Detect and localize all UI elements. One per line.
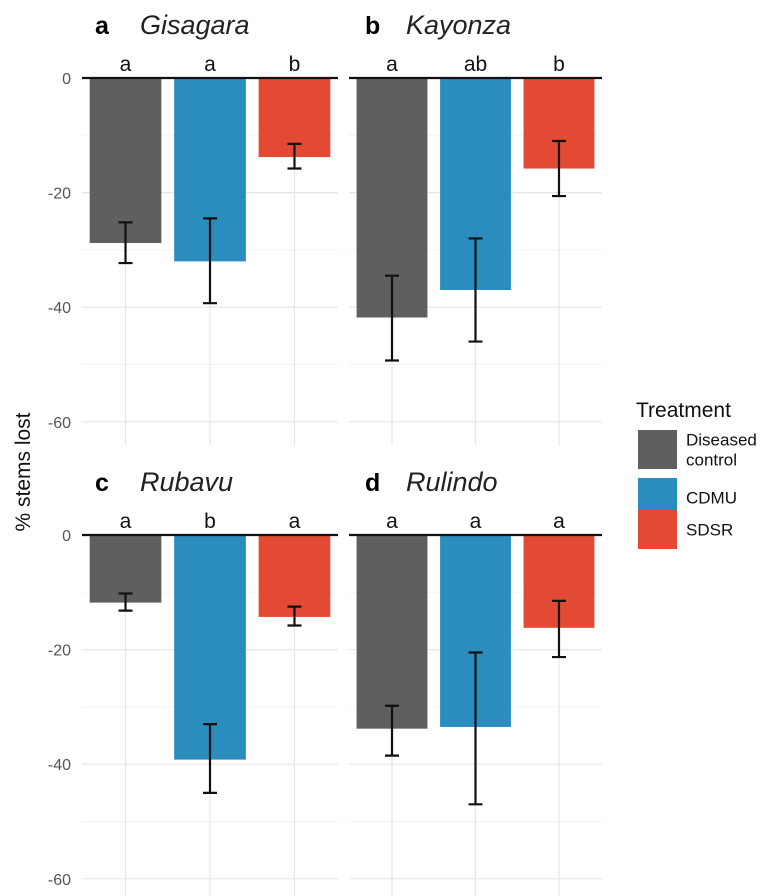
bar-a-1 — [89, 78, 162, 244]
panel-b: a ab b b Kayonza — [349, 10, 602, 445]
y-axis-label: % stems lost — [12, 412, 35, 531]
legend-swatch-3 — [638, 510, 677, 549]
panel-letter: c — [95, 469, 109, 497]
y-tick-label: 0 — [62, 71, 71, 88]
significance-label: a — [386, 53, 398, 76]
panel-letter: d — [365, 469, 380, 497]
significance-label: a — [204, 53, 216, 76]
significance-label: ab — [464, 53, 487, 76]
y-tick-label: -40 — [48, 757, 71, 774]
y-tick-label: -40 — [48, 300, 71, 317]
panel-title: Gisagara — [140, 10, 250, 40]
legend-label: control — [686, 451, 737, 470]
panel-title: Rubavu — [140, 467, 233, 497]
error-bar-a-2 — [203, 217, 217, 305]
y-tick-label: -20 — [48, 643, 71, 660]
y-tick-label: 0 — [62, 528, 71, 545]
legend-label: SDSR — [686, 521, 733, 540]
panel-c: a b a 0 -20 -40 -60 c Rubavu — [48, 467, 338, 896]
legend-swatch-1 — [638, 430, 677, 469]
bar-d-1 — [356, 535, 428, 729]
panel-letter: b — [365, 12, 380, 40]
error-bar-d-3 — [551, 599, 566, 659]
error-bar-b-2 — [468, 237, 483, 343]
y-tick-label: -60 — [48, 872, 71, 889]
error-bar-d-1 — [385, 704, 400, 757]
significance-label: a — [120, 53, 132, 76]
significance-label: a — [553, 510, 565, 533]
significance-label: a — [120, 510, 132, 533]
y-tick-label: -20 — [48, 186, 71, 203]
legend-label: CDMU — [686, 489, 737, 508]
panel-letter: a — [95, 12, 110, 40]
bar-c-3 — [258, 535, 331, 617]
significance-label: a — [386, 510, 398, 533]
legend-label: Diseased — [686, 431, 757, 450]
panel-title: Rulindo — [406, 467, 498, 497]
panel-a: a a b0-20-40-60a Gisagara — [48, 10, 338, 445]
error-bar-b-1 — [385, 274, 400, 362]
error-bar-c-1 — [118, 592, 133, 612]
bar-c-1 — [89, 535, 162, 603]
error-bar-c-3 — [287, 605, 302, 627]
error-bar-a-1 — [118, 221, 133, 265]
significance-label: b — [204, 510, 216, 533]
legend-title: Treatment — [636, 399, 731, 422]
bar-c-2 — [174, 535, 246, 760]
error-bar-d-2 — [468, 651, 483, 806]
panel-d: a a ad Rulindo — [349, 467, 602, 896]
y-tick-label: -60 — [48, 415, 71, 432]
error-bar-b-3 — [551, 139, 566, 198]
error-bar-a-3 — [287, 142, 302, 170]
significance-label: b — [553, 53, 565, 76]
significance-label: a — [289, 510, 301, 533]
significance-label: b — [289, 53, 301, 76]
panel-title: Kayonza — [406, 10, 511, 40]
significance-label: a — [470, 510, 482, 533]
error-bar-c-2 — [203, 722, 217, 794]
